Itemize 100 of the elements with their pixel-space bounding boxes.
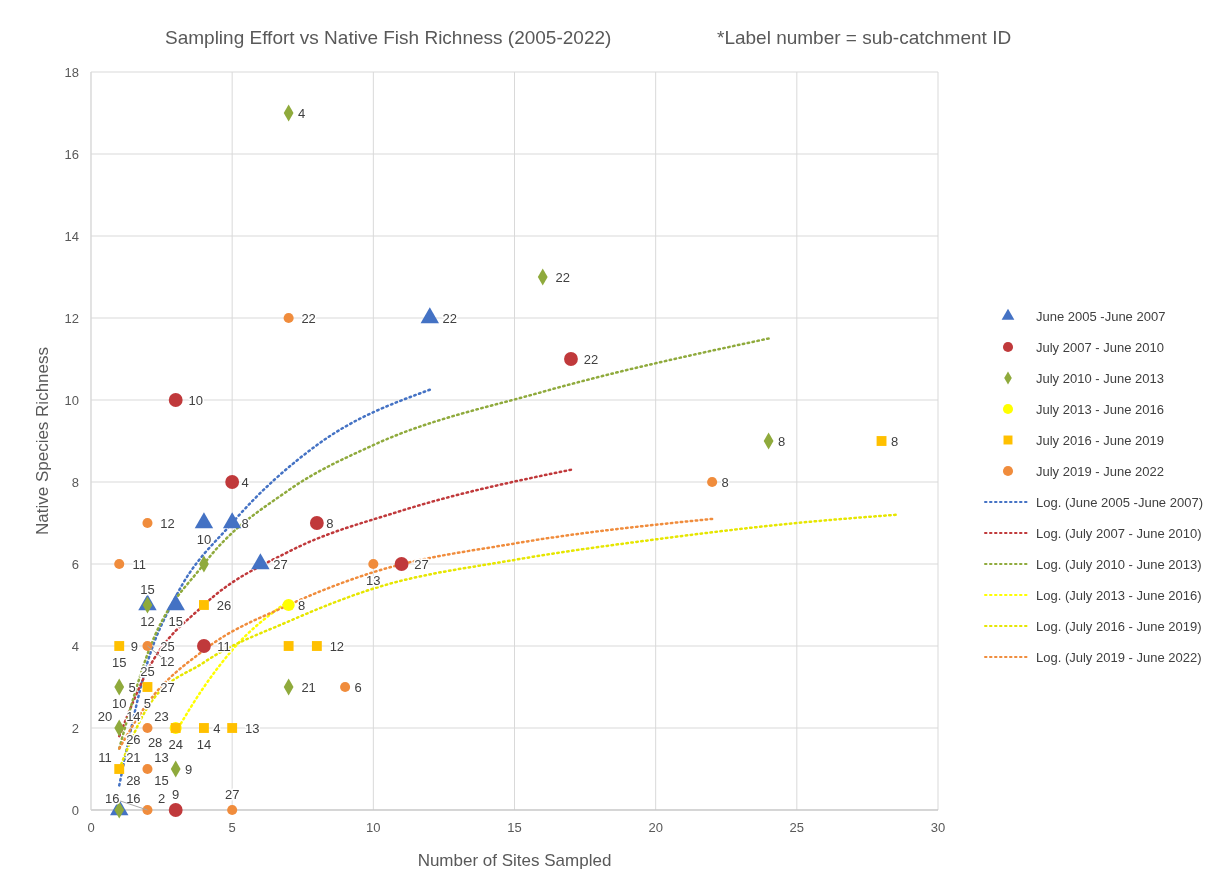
y-tick-label: 4 (71, 638, 79, 654)
legend-label: July 2013 - June 2016 (1036, 402, 1164, 417)
annotation: 28 (126, 772, 141, 788)
annotation: 10 (196, 531, 212, 547)
point (225, 475, 240, 489)
y-tick-label: 6 (71, 556, 79, 572)
legend-label: Log. (July 2013 - June 2016) (1036, 588, 1202, 603)
point (198, 600, 209, 610)
point (142, 517, 153, 529)
x-tick-label: 20 (648, 820, 663, 835)
legend-label: Log. (July 2010 - June 2013) (1036, 557, 1202, 572)
legend-label: Log. (July 2007 - June 2010) (1036, 526, 1202, 541)
annotation: 8 (721, 474, 729, 490)
annotation: 20 (97, 709, 113, 725)
annotation: 6 (354, 679, 362, 695)
point (114, 764, 125, 774)
annotation: 27 (224, 786, 240, 802)
y-tick-label: 12 (64, 310, 79, 326)
y-tick-label: 16 (64, 146, 79, 162)
x-tick-label: 0 (87, 820, 95, 835)
annotation: 27 (273, 556, 288, 572)
point (368, 558, 379, 570)
point (394, 557, 409, 571)
y-tick-label: 2 (71, 720, 79, 736)
point (311, 641, 322, 651)
point (564, 352, 578, 366)
annotation: 11 (132, 556, 146, 572)
chart-title: Sampling Effort vs Native Fish Richness (2005-2022) (165, 27, 612, 48)
annotation: 10 (112, 695, 127, 711)
point (142, 763, 153, 775)
point (283, 641, 294, 651)
y-tick-label: 8 (71, 474, 79, 490)
annotation: 22 (555, 269, 570, 285)
point (168, 803, 183, 817)
annotation: 15 (154, 772, 169, 788)
legend-label: Log. (June 2005 -June 2007) (1036, 495, 1203, 510)
annotation: 22 (301, 310, 316, 326)
point (876, 436, 887, 446)
point (197, 639, 211, 653)
annotation: 14 (196, 736, 212, 752)
annotation: 13 (366, 572, 381, 588)
point (198, 723, 209, 733)
annotation: 8 (890, 433, 899, 449)
annotation: 26 (216, 597, 232, 613)
legend-label: July 2016 - June 2019 (1036, 433, 1164, 448)
annotation: 12 (160, 515, 175, 531)
point (114, 641, 125, 651)
annotation: 21 (301, 679, 316, 695)
point (227, 723, 238, 733)
annotation: 12 (160, 654, 175, 670)
annotation: 22 (583, 351, 599, 367)
y-axis-title: Native Species Richness (33, 346, 52, 536)
point (340, 681, 351, 693)
annotation: 12 (329, 638, 345, 654)
annotation: 4 (298, 105, 306, 121)
point (707, 476, 718, 488)
annotation: 4 (213, 720, 221, 736)
annotation: 13 (244, 720, 260, 736)
legend-label: Log. (July 2019 - June 2022) (1036, 650, 1202, 665)
annotation: 5 (128, 679, 136, 695)
legend-label: July 2007 - June 2010 (1036, 340, 1164, 355)
annotation: 8 (777, 433, 786, 449)
y-tick-label: 18 (64, 64, 79, 80)
point (227, 804, 238, 816)
annotation: 28 (147, 735, 163, 751)
annotation: 8 (298, 597, 306, 613)
annotation: 16 (126, 791, 141, 807)
annotation: 10 (188, 392, 203, 408)
legend-label: Log. (July 2016 - June 2019) (1036, 619, 1202, 634)
annotation: 15 (168, 613, 183, 629)
annotation: 13 (154, 750, 169, 766)
y-tick-label: 14 (64, 228, 79, 244)
annotation: 23 (154, 709, 169, 725)
annotation: 11 (98, 750, 112, 766)
annotation: 12 (140, 613, 155, 629)
y-tick-label: 10 (64, 392, 79, 408)
y-tick-label: 0 (71, 802, 79, 818)
annotation: 9 (130, 638, 139, 654)
annotation: 2 (157, 791, 166, 807)
point (142, 722, 153, 734)
x-tick-label: 30 (930, 820, 946, 835)
annotation: 15 (140, 581, 155, 597)
annotation: 27 (414, 556, 429, 572)
x-tick-label: 15 (507, 820, 522, 835)
legend-label: June 2005 -June 2007 (1036, 309, 1166, 324)
point (168, 393, 183, 407)
point (142, 640, 153, 652)
annotation: 8 (326, 515, 334, 531)
annotation: 9 (185, 761, 193, 777)
point (282, 598, 295, 612)
x-tick-label: 5 (228, 820, 236, 835)
text: *Label number = sub-catchment ID (717, 27, 1012, 48)
annotation: 11 (217, 638, 231, 654)
annotation: 24 (168, 736, 183, 752)
point (142, 682, 153, 692)
point (142, 804, 153, 816)
annotation: 22 (442, 310, 458, 326)
annotation: 4 (241, 474, 249, 490)
x-axis-title: Number of Sites Sampled (417, 851, 612, 870)
annotation: 16 (105, 790, 120, 806)
